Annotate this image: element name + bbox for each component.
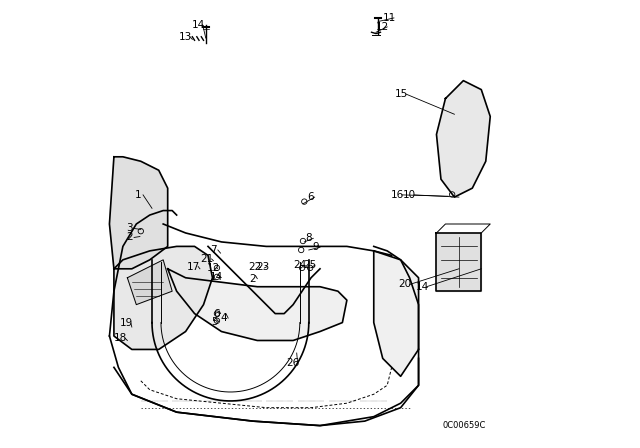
Text: 23: 23: [256, 262, 269, 271]
Text: 14: 14: [191, 20, 205, 30]
Text: 15: 15: [395, 89, 408, 99]
Text: 25: 25: [303, 260, 317, 270]
Text: 12: 12: [376, 22, 389, 32]
Text: 18: 18: [114, 333, 127, 343]
Text: 22: 22: [248, 262, 262, 271]
Polygon shape: [114, 246, 212, 349]
Text: 24: 24: [293, 260, 307, 270]
Polygon shape: [127, 260, 172, 305]
Text: 6: 6: [212, 309, 220, 319]
Text: 2: 2: [250, 274, 256, 284]
Polygon shape: [168, 269, 347, 340]
Text: 11: 11: [383, 13, 396, 23]
Text: 3: 3: [126, 224, 133, 233]
Text: 1: 1: [135, 190, 142, 200]
Text: 9: 9: [312, 242, 319, 252]
Text: 19: 19: [120, 319, 133, 328]
Text: 17: 17: [187, 262, 200, 271]
Text: 12: 12: [207, 263, 220, 273]
Text: 26: 26: [287, 358, 300, 368]
Text: 14: 14: [209, 272, 223, 282]
Text: 5: 5: [211, 317, 218, 327]
Text: 7: 7: [210, 245, 217, 255]
Text: 13: 13: [179, 32, 192, 42]
Text: 6: 6: [307, 192, 314, 202]
Text: 2: 2: [126, 233, 133, 242]
Text: 20: 20: [399, 280, 412, 289]
Polygon shape: [436, 81, 490, 197]
Polygon shape: [436, 233, 481, 291]
Text: 10: 10: [403, 190, 416, 200]
Text: 21: 21: [200, 254, 214, 264]
Text: 14: 14: [415, 282, 429, 292]
Polygon shape: [374, 251, 419, 376]
Text: 8: 8: [305, 233, 312, 243]
Text: 0C00659C: 0C00659C: [442, 421, 486, 430]
Text: 16: 16: [390, 190, 404, 200]
Text: 4: 4: [220, 313, 227, 323]
Polygon shape: [109, 157, 168, 269]
